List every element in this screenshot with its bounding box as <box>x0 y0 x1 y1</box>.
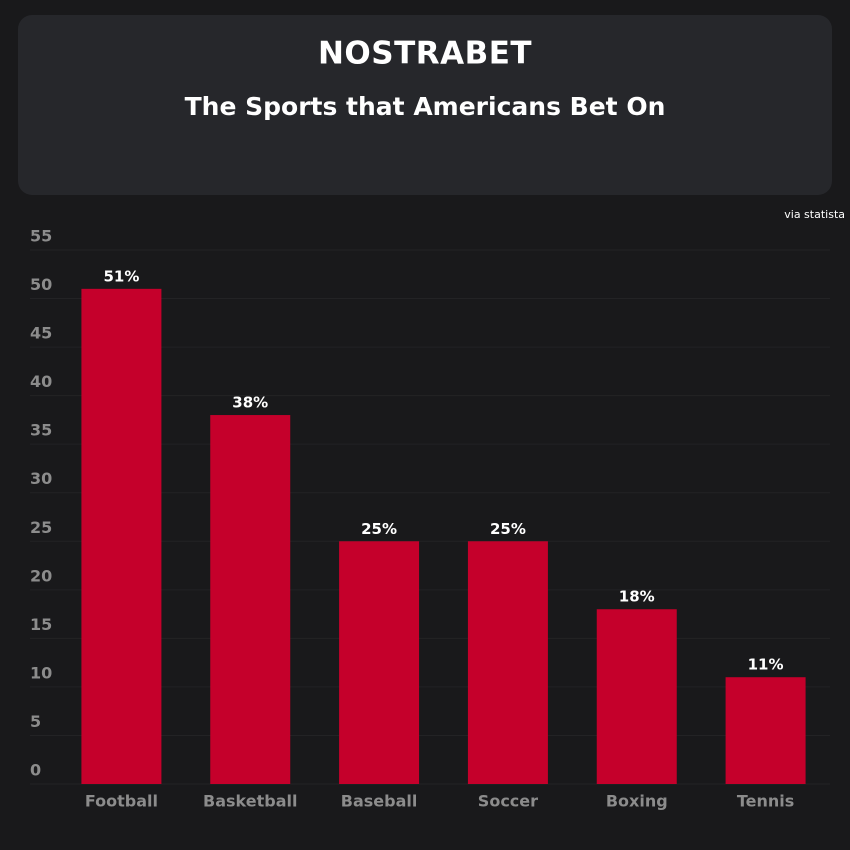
bar <box>339 541 420 784</box>
chart-title: The Sports that Americans Bet On <box>185 92 666 121</box>
header-panel <box>18 15 832 195</box>
y-tick-label: 10 <box>30 663 52 682</box>
x-tick-label: Boxing <box>606 792 668 811</box>
y-tick-label: 0 <box>30 761 41 780</box>
bar <box>467 541 548 784</box>
value-label: 38% <box>232 394 268 412</box>
y-tick-label: 40 <box>30 372 52 391</box>
y-tick-label: 25 <box>30 518 52 537</box>
bar <box>81 288 162 784</box>
y-tick-label: 5 <box>30 712 41 731</box>
y-tick-label: 20 <box>30 566 52 585</box>
value-label: 11% <box>748 656 784 674</box>
x-tick-label: Soccer <box>478 792 538 811</box>
value-label: 25% <box>361 520 397 538</box>
value-label: 51% <box>103 267 139 285</box>
bar <box>725 677 806 784</box>
x-tick-label: Baseball <box>341 792 418 811</box>
source-note: via statista <box>784 208 845 221</box>
value-label: 18% <box>619 588 655 606</box>
bar <box>210 415 291 784</box>
x-tick-label: Basketball <box>203 792 297 811</box>
y-tick-label: 50 <box>30 275 52 294</box>
y-tick-label: 15 <box>30 615 52 634</box>
x-tick-label: Tennis <box>737 792 794 811</box>
y-tick-label: 35 <box>30 421 52 440</box>
y-tick-label: 55 <box>30 227 52 246</box>
y-tick-label: 45 <box>30 324 52 343</box>
y-tick-label: 30 <box>30 469 52 488</box>
brand-logo: NOSTRABET <box>318 36 532 72</box>
bar <box>596 609 677 784</box>
value-label: 25% <box>490 520 526 538</box>
x-tick-label: Football <box>85 792 158 811</box>
